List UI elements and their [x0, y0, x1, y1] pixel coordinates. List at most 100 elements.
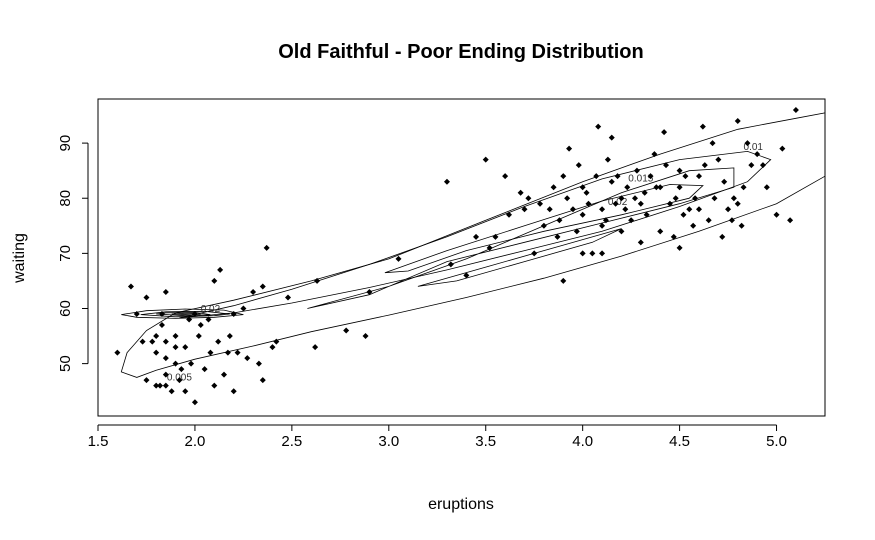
data-point	[633, 167, 640, 174]
data-point	[517, 189, 524, 196]
data-point	[556, 217, 563, 224]
data-point	[564, 195, 571, 202]
chart-title: Old Faithful - Poor Ending Distribution	[278, 41, 644, 63]
x-tick-label: 5.0	[766, 433, 787, 450]
data-point	[178, 366, 185, 373]
data-point	[614, 173, 621, 180]
data-point	[531, 250, 538, 257]
data-point	[792, 107, 799, 114]
data-point	[259, 377, 266, 384]
data-point	[502, 173, 509, 180]
data-point	[366, 288, 373, 295]
data-point	[637, 239, 644, 246]
data-point	[284, 294, 291, 301]
data-point	[482, 156, 489, 163]
data-point	[599, 222, 606, 229]
contour-line	[171, 312, 201, 316]
data-point	[608, 178, 615, 185]
x-tick-label: 2.5	[281, 433, 302, 450]
data-point	[734, 200, 741, 207]
data-point	[162, 338, 169, 345]
data-point	[672, 195, 679, 202]
data-point	[133, 311, 140, 318]
x-tick-label: 2.0	[185, 433, 206, 450]
y-tick-label: 90	[57, 135, 74, 152]
x-tick-label: 4.0	[572, 433, 593, 450]
data-point	[695, 206, 702, 213]
data-point	[618, 195, 625, 202]
data-point	[153, 382, 160, 389]
data-point	[657, 228, 664, 235]
data-point	[158, 311, 165, 318]
data-point	[692, 195, 699, 202]
data-point	[207, 349, 214, 356]
data-point	[585, 200, 592, 207]
data-point	[579, 250, 586, 257]
data-point	[740, 184, 747, 191]
data-point	[127, 283, 134, 290]
contour-line	[384, 184, 704, 274]
contour-line	[120, 112, 826, 378]
data-point	[157, 382, 164, 389]
contour-label: 0.015	[628, 173, 653, 184]
data-point	[711, 195, 718, 202]
data-point	[738, 222, 745, 229]
data-point	[599, 250, 606, 257]
data-point	[653, 184, 660, 191]
data-point	[699, 123, 706, 130]
data-point	[599, 206, 606, 213]
x-axis: 1.5 2.0 2.5 3.0 3.5 4.0 4.5 5.0	[88, 424, 787, 450]
contour-line	[140, 310, 230, 318]
data-point	[759, 162, 766, 169]
data-point	[566, 145, 573, 152]
data-point	[787, 217, 794, 224]
data-point	[744, 140, 751, 147]
data-point	[730, 195, 737, 202]
data-point	[255, 360, 262, 367]
data-point	[595, 123, 602, 130]
data-point	[162, 371, 169, 378]
data-point	[443, 178, 450, 185]
data-point	[211, 382, 218, 389]
data-point	[643, 211, 650, 218]
data-point	[573, 228, 580, 235]
data-point	[188, 360, 195, 367]
data-point	[734, 118, 741, 125]
data-point	[153, 333, 160, 340]
points-layer	[114, 107, 799, 406]
data-point	[666, 200, 673, 207]
plot-frame	[97, 98, 826, 417]
data-point	[195, 333, 202, 340]
data-point	[670, 233, 677, 240]
y-axis-label: waiting	[11, 233, 28, 284]
data-point	[589, 250, 596, 257]
data-point	[162, 355, 169, 362]
data-point	[763, 184, 770, 191]
data-point	[728, 217, 735, 224]
data-point	[604, 156, 611, 163]
data-point	[362, 333, 369, 340]
contour-label: 0.01	[744, 142, 764, 153]
data-point	[651, 151, 658, 158]
data-point	[560, 277, 567, 284]
data-point	[505, 211, 512, 218]
data-point	[230, 388, 237, 395]
y-tick-label: 70	[57, 245, 74, 262]
data-point	[182, 388, 189, 395]
data-point	[172, 333, 179, 340]
data-point	[463, 272, 470, 279]
data-point	[226, 333, 233, 340]
data-point	[721, 178, 728, 185]
contour-label: 0.02	[201, 304, 221, 315]
data-point	[661, 129, 668, 136]
data-point	[314, 277, 321, 284]
data-point	[575, 162, 582, 169]
data-point	[269, 344, 276, 351]
y-tick-label: 60	[57, 300, 74, 317]
data-point	[546, 206, 553, 213]
data-point	[143, 377, 150, 384]
data-point	[637, 200, 644, 207]
data-point	[114, 349, 121, 356]
contour-layer	[120, 112, 826, 378]
